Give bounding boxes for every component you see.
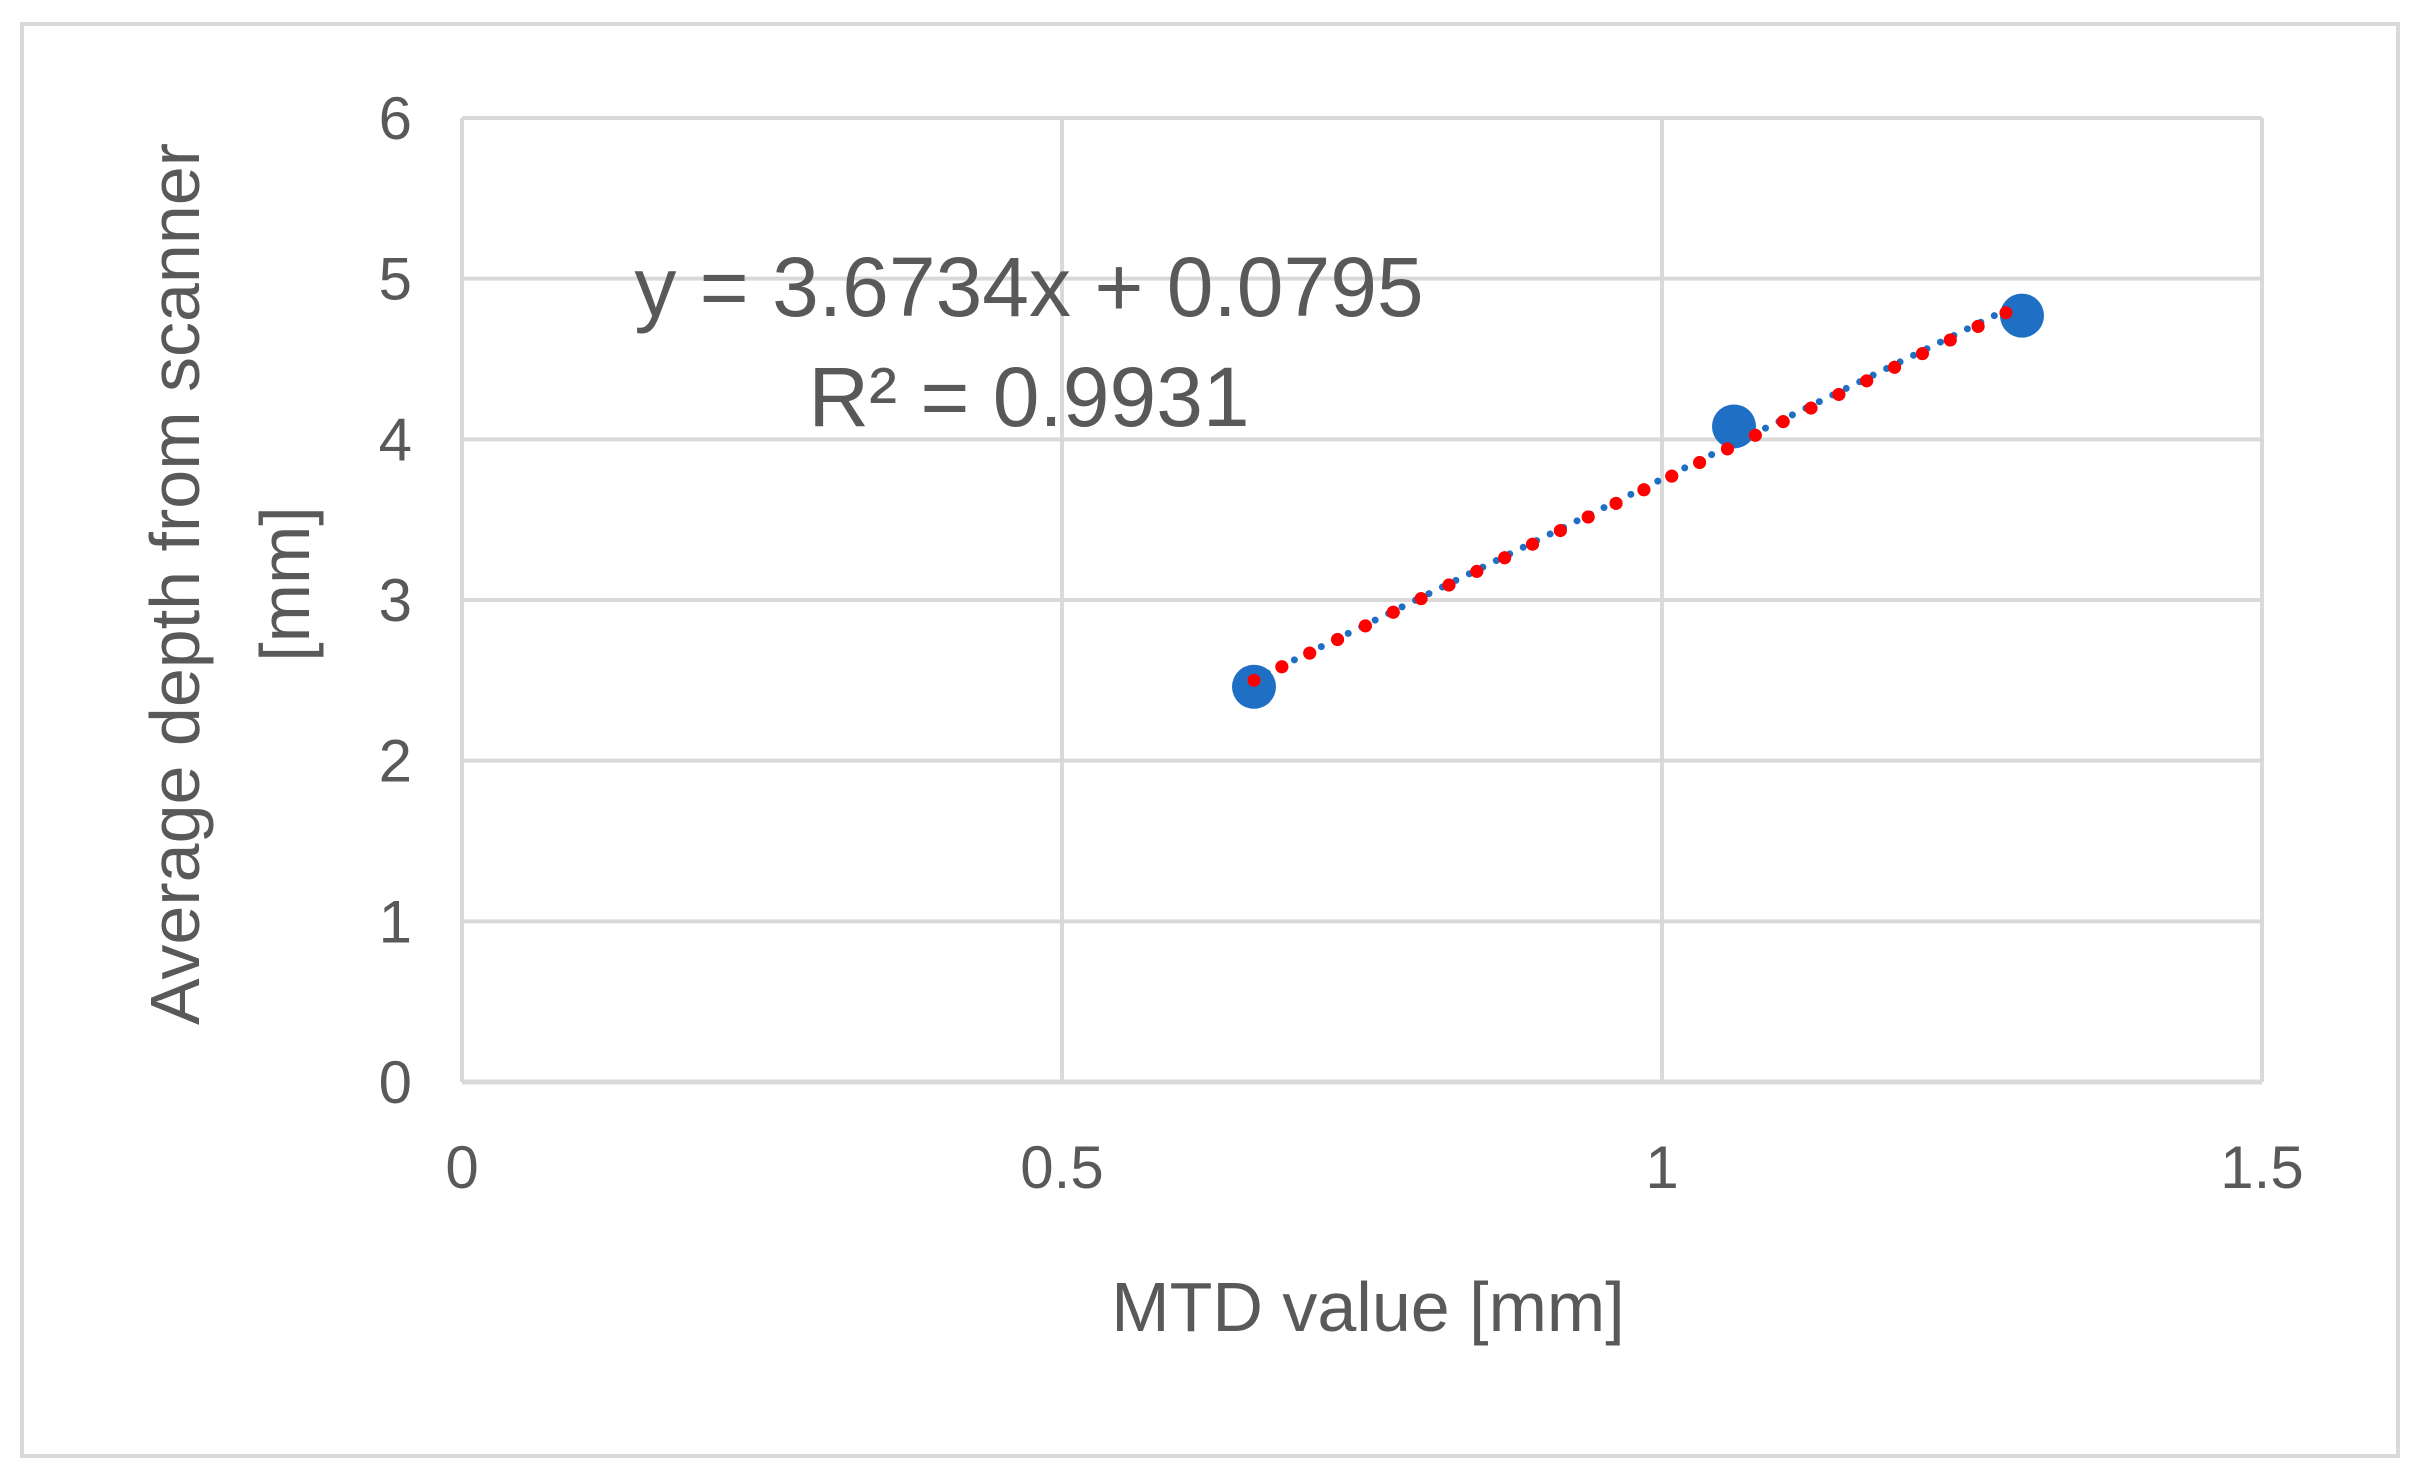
x-tick-labels: 0 0.5 1 1.5	[445, 1134, 2303, 1201]
r-squared-label: R² = 0.9931	[808, 350, 1249, 444]
x-tick-label: 0	[445, 1134, 478, 1201]
scatter-chart: 0 0.5 1 1.5 0 1 2 3 4 5 6 MTD value [mm] Average …	[136, 85, 2304, 1346]
y-tick-label: 2	[379, 728, 412, 795]
trendline-equation: y = 3.6734x + 0.0795	[634, 240, 1423, 334]
y-tick-label: 3	[379, 567, 412, 634]
y-tick-label: 6	[379, 85, 412, 152]
grid-lines	[460, 116, 2264, 1085]
data-points	[1232, 293, 2044, 709]
data-point	[2000, 293, 2044, 338]
x-axis-title: MTD value [mm]	[1111, 1268, 1624, 1346]
y-tick-label: 5	[379, 246, 412, 313]
data-point	[1712, 404, 1756, 449]
y-tick-label: 1	[379, 888, 412, 955]
y-tick-label: 0	[379, 1049, 412, 1116]
y-tick-label: 4	[379, 406, 412, 473]
y-tick-labels: 0 1 2 3 4 5 6	[379, 85, 412, 1116]
x-tick-label: 1	[1645, 1134, 1678, 1201]
y-axis-title-line-1: Average depth from scanner	[136, 143, 214, 1025]
chart-frame: 0 0.5 1 1.5 0 1 2 3 4 5 6 MTD value [mm] Average …	[20, 22, 2400, 1458]
x-tick-label: 1.5	[2220, 1134, 2303, 1201]
y-axis-title-line-2: [mm]	[246, 506, 324, 662]
y-axis-title: Average depth from scanner [mm]	[136, 143, 324, 1025]
x-tick-label: 0.5	[1020, 1134, 1103, 1201]
